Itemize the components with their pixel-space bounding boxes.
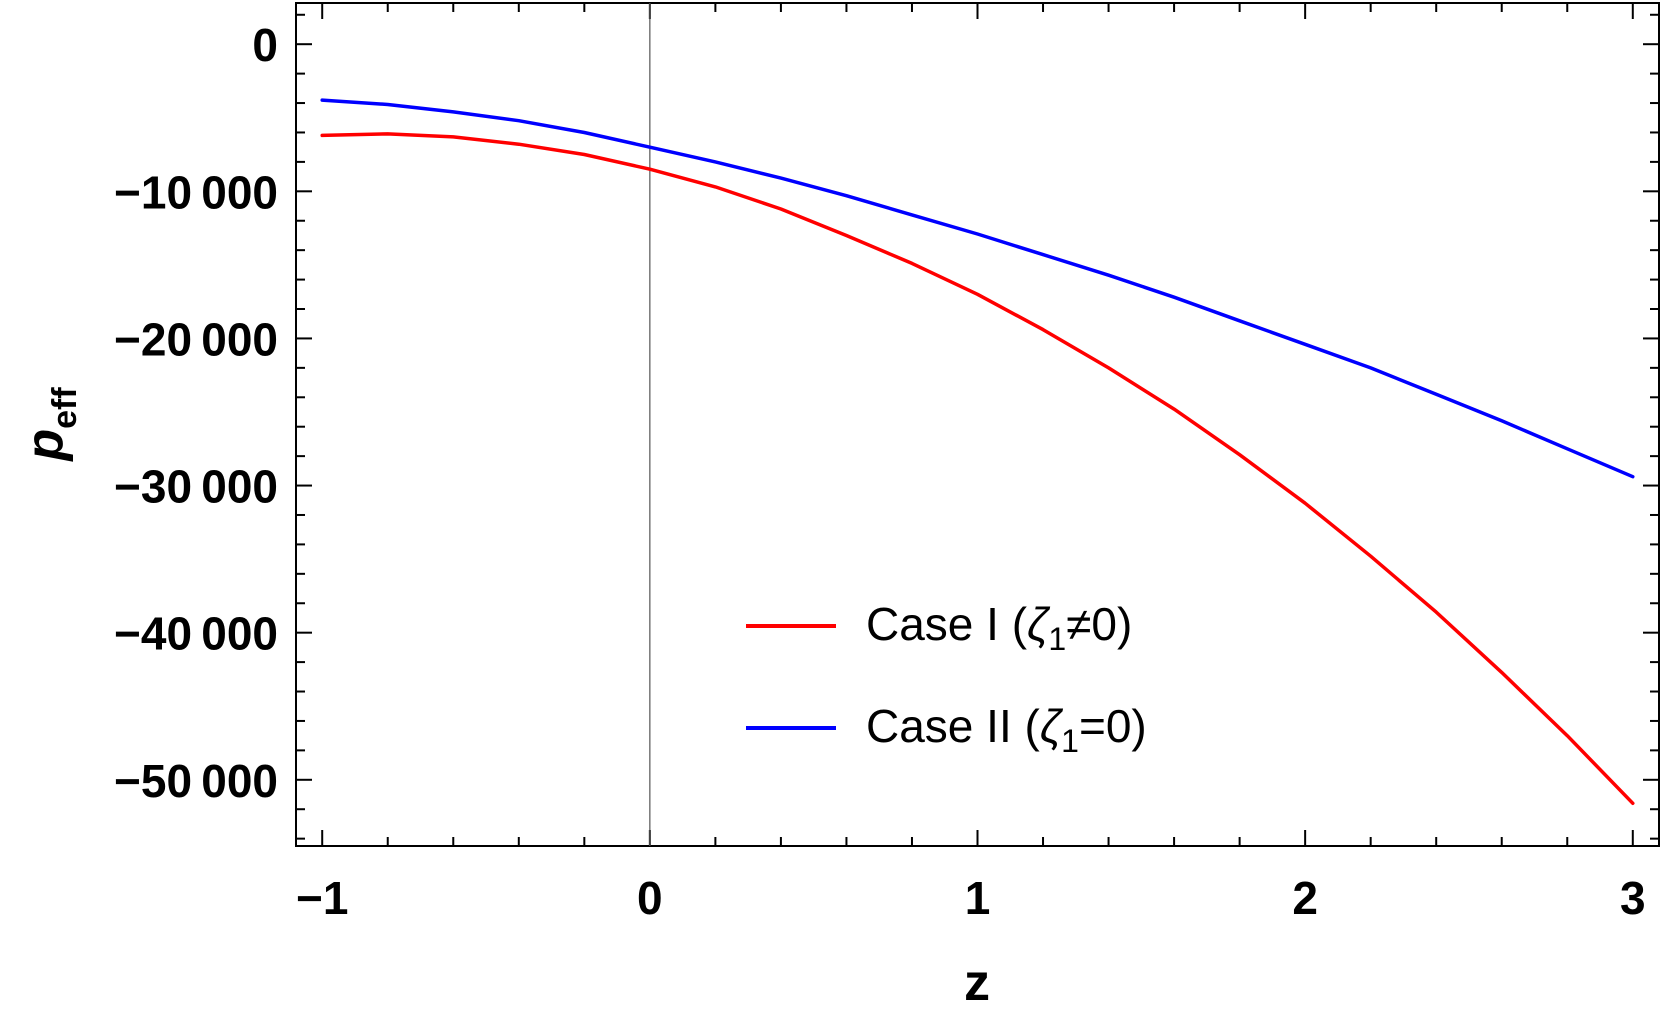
y-tick-label: −30 000 [114, 461, 278, 513]
y-axis-title: peff [16, 387, 84, 463]
legend-label-case-ii: Case II (ζ1=0) [866, 700, 1147, 759]
series-lines [320, 98, 1635, 806]
x-tick-label: 1 [965, 872, 991, 924]
legend-label-case-i: Case I (ζ1≠0) [866, 598, 1132, 657]
major-ticks [296, 3, 1659, 846]
y-tick-label: −50 000 [114, 755, 278, 807]
y-tick-label: −20 000 [114, 313, 278, 365]
x-tick-label: 2 [1292, 872, 1318, 924]
y-tick-label: −10 000 [114, 166, 278, 218]
y-tick-label: −40 000 [114, 608, 278, 660]
y-tick-labels: 0 −10 000 −20 000 −30 000 −40 000 −50 000 [114, 19, 278, 807]
y-tick-label: 0 [252, 19, 278, 71]
minor-ticks [296, 3, 1659, 846]
legend: Case I (ζ1≠0) Case II (ζ1=0) [746, 598, 1147, 759]
x-tick-label: −1 [296, 872, 348, 924]
series-line-case-i [320, 132, 1635, 806]
x-tick-label: 3 [1620, 872, 1646, 924]
x-axis-title: z [964, 954, 990, 1012]
x-tick-labels: −1 0 1 2 3 [296, 872, 1646, 924]
series-line-case-ii [320, 98, 1635, 479]
x-tick-label: 0 [637, 872, 663, 924]
